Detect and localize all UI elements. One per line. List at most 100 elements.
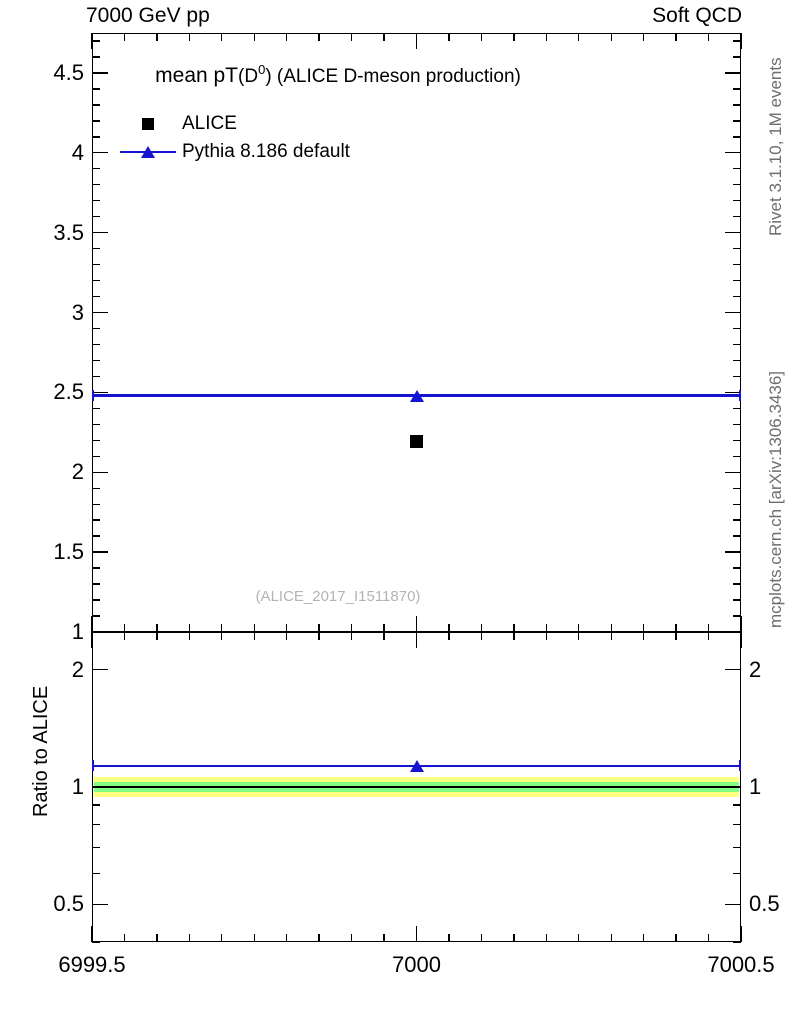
y-tick-right: [733, 599, 741, 601]
y-tick-right: [733, 535, 741, 537]
main-y-ticklabel: 1: [71, 619, 84, 644]
y-tick-left: [92, 72, 108, 74]
y-tick-right: [733, 375, 741, 378]
y-tick-right: [733, 200, 741, 202]
x-tick-bottom: [415, 616, 418, 632]
x-tick-bottom: [675, 624, 677, 632]
y-tick-right: [733, 583, 741, 585]
x-ticklabel: 6999.5: [58, 952, 126, 977]
pythia-triangle-marker: [409, 389, 424, 402]
x-tick-top: [480, 33, 483, 41]
y-tick-left: [92, 471, 108, 473]
y-tick-left: [92, 168, 100, 170]
x-tick-bottom: [91, 926, 93, 942]
x-tick-bottom: [318, 624, 320, 632]
x-tick-bottom: [221, 934, 223, 942]
x-tick-bottom: [610, 624, 612, 632]
y-tick-right: [725, 152, 741, 154]
alice-square-marker: [410, 435, 423, 449]
y-tick-left: [92, 88, 100, 90]
ratio-y-tick-right: [733, 846, 741, 849]
y-tick-right: [733, 247, 741, 250]
x-tick-top: [318, 632, 320, 640]
y-tick-left: [92, 455, 100, 457]
y-tick-right: [733, 279, 741, 282]
y-tick-right: [733, 487, 741, 489]
y-tick-right: [733, 40, 741, 42]
x-tick-bottom: [707, 624, 710, 632]
y-tick-right: [733, 295, 741, 298]
x-tick-top: [286, 632, 288, 640]
ratio-y-ticklabel-right: 2: [749, 656, 762, 682]
x-tick-top: [383, 33, 385, 41]
ratio-y-ticklabel-left: 2: [71, 656, 84, 682]
y-tick-right: [733, 359, 741, 362]
y-tick-left: [92, 56, 100, 58]
y-tick-left: [92, 487, 100, 489]
y-tick-right: [733, 184, 741, 186]
y-tick-left: [92, 263, 100, 266]
ratio-y-tick-left: [92, 824, 100, 826]
x-tick-bottom: [448, 624, 450, 632]
ratio-y-tick-left: [92, 804, 100, 806]
y-tick-right: [733, 519, 741, 521]
x-tick-bottom: [156, 934, 158, 942]
header-process-label: Soft QCD: [652, 4, 742, 27]
y-tick-left: [92, 200, 100, 202]
x-tick-top: [578, 632, 580, 640]
x-tick-bottom: [513, 624, 515, 632]
ratio-pythia-triangle-marker: [409, 760, 424, 773]
y-tick-left: [92, 375, 100, 378]
x-tick-bottom: [318, 934, 320, 942]
ratio-y-tick-right: [725, 903, 741, 905]
analysis-id-watermark: (ALICE_2017_I1511870): [255, 588, 421, 605]
x-tick-top: [707, 632, 710, 640]
x-tick-top: [578, 33, 580, 41]
y-tick-right: [733, 615, 741, 617]
ratio-y-ticklabel-right: 1: [749, 774, 762, 799]
x-tick-top: [156, 33, 158, 41]
x-tick-top: [448, 33, 450, 41]
y-tick-left: [92, 583, 100, 585]
ratio-y-tick-right: [733, 804, 741, 806]
x-tick-top: [642, 632, 645, 640]
x-tick-bottom: [740, 926, 742, 942]
y-tick-left: [92, 615, 100, 617]
x-tick-bottom: [123, 934, 126, 942]
y-tick-right: [733, 120, 741, 122]
y-tick-right: [733, 343, 741, 346]
x-tick-bottom: [480, 624, 483, 632]
y-tick-left: [92, 327, 100, 330]
title-superscript: 0: [258, 62, 266, 77]
x-tick-top: [188, 632, 191, 640]
y-tick-right: [725, 72, 741, 74]
y-tick-left: [92, 503, 100, 505]
y-tick-right: [725, 631, 741, 633]
x-tick-bottom: [188, 934, 191, 942]
x-tick-top: [188, 33, 191, 41]
x-tick-bottom: [578, 934, 580, 942]
title-suffix: (ALICE D-meson production): [271, 66, 521, 87]
ratio-y-tick-right: [733, 824, 741, 826]
x-tick-bottom: [642, 934, 645, 942]
ratio-y-ticklabel-left: 0.5: [53, 891, 84, 917]
x-tick-bottom: [253, 624, 255, 632]
y-tick-left: [92, 631, 108, 633]
x-tick-bottom: [123, 624, 126, 632]
ratio-y-tick-left: [92, 846, 100, 849]
triangle-marker-icon: [141, 146, 155, 158]
x-tick-top: [642, 33, 645, 41]
y-tick-right: [733, 503, 741, 505]
y-tick-left: [92, 295, 100, 298]
y-tick-right: [725, 231, 741, 234]
x-tick-bottom: [610, 934, 612, 942]
y-tick-left: [92, 136, 100, 138]
x-tick-bottom: [188, 624, 191, 632]
x-tick-top: [123, 632, 126, 640]
y-tick-left: [92, 215, 100, 218]
ratio-y-tick-left: [92, 669, 108, 671]
pythia-line-cap-left: [92, 389, 95, 401]
y-tick-right: [725, 391, 741, 394]
x-tick-top: [545, 33, 547, 41]
y-tick-left: [92, 279, 100, 282]
